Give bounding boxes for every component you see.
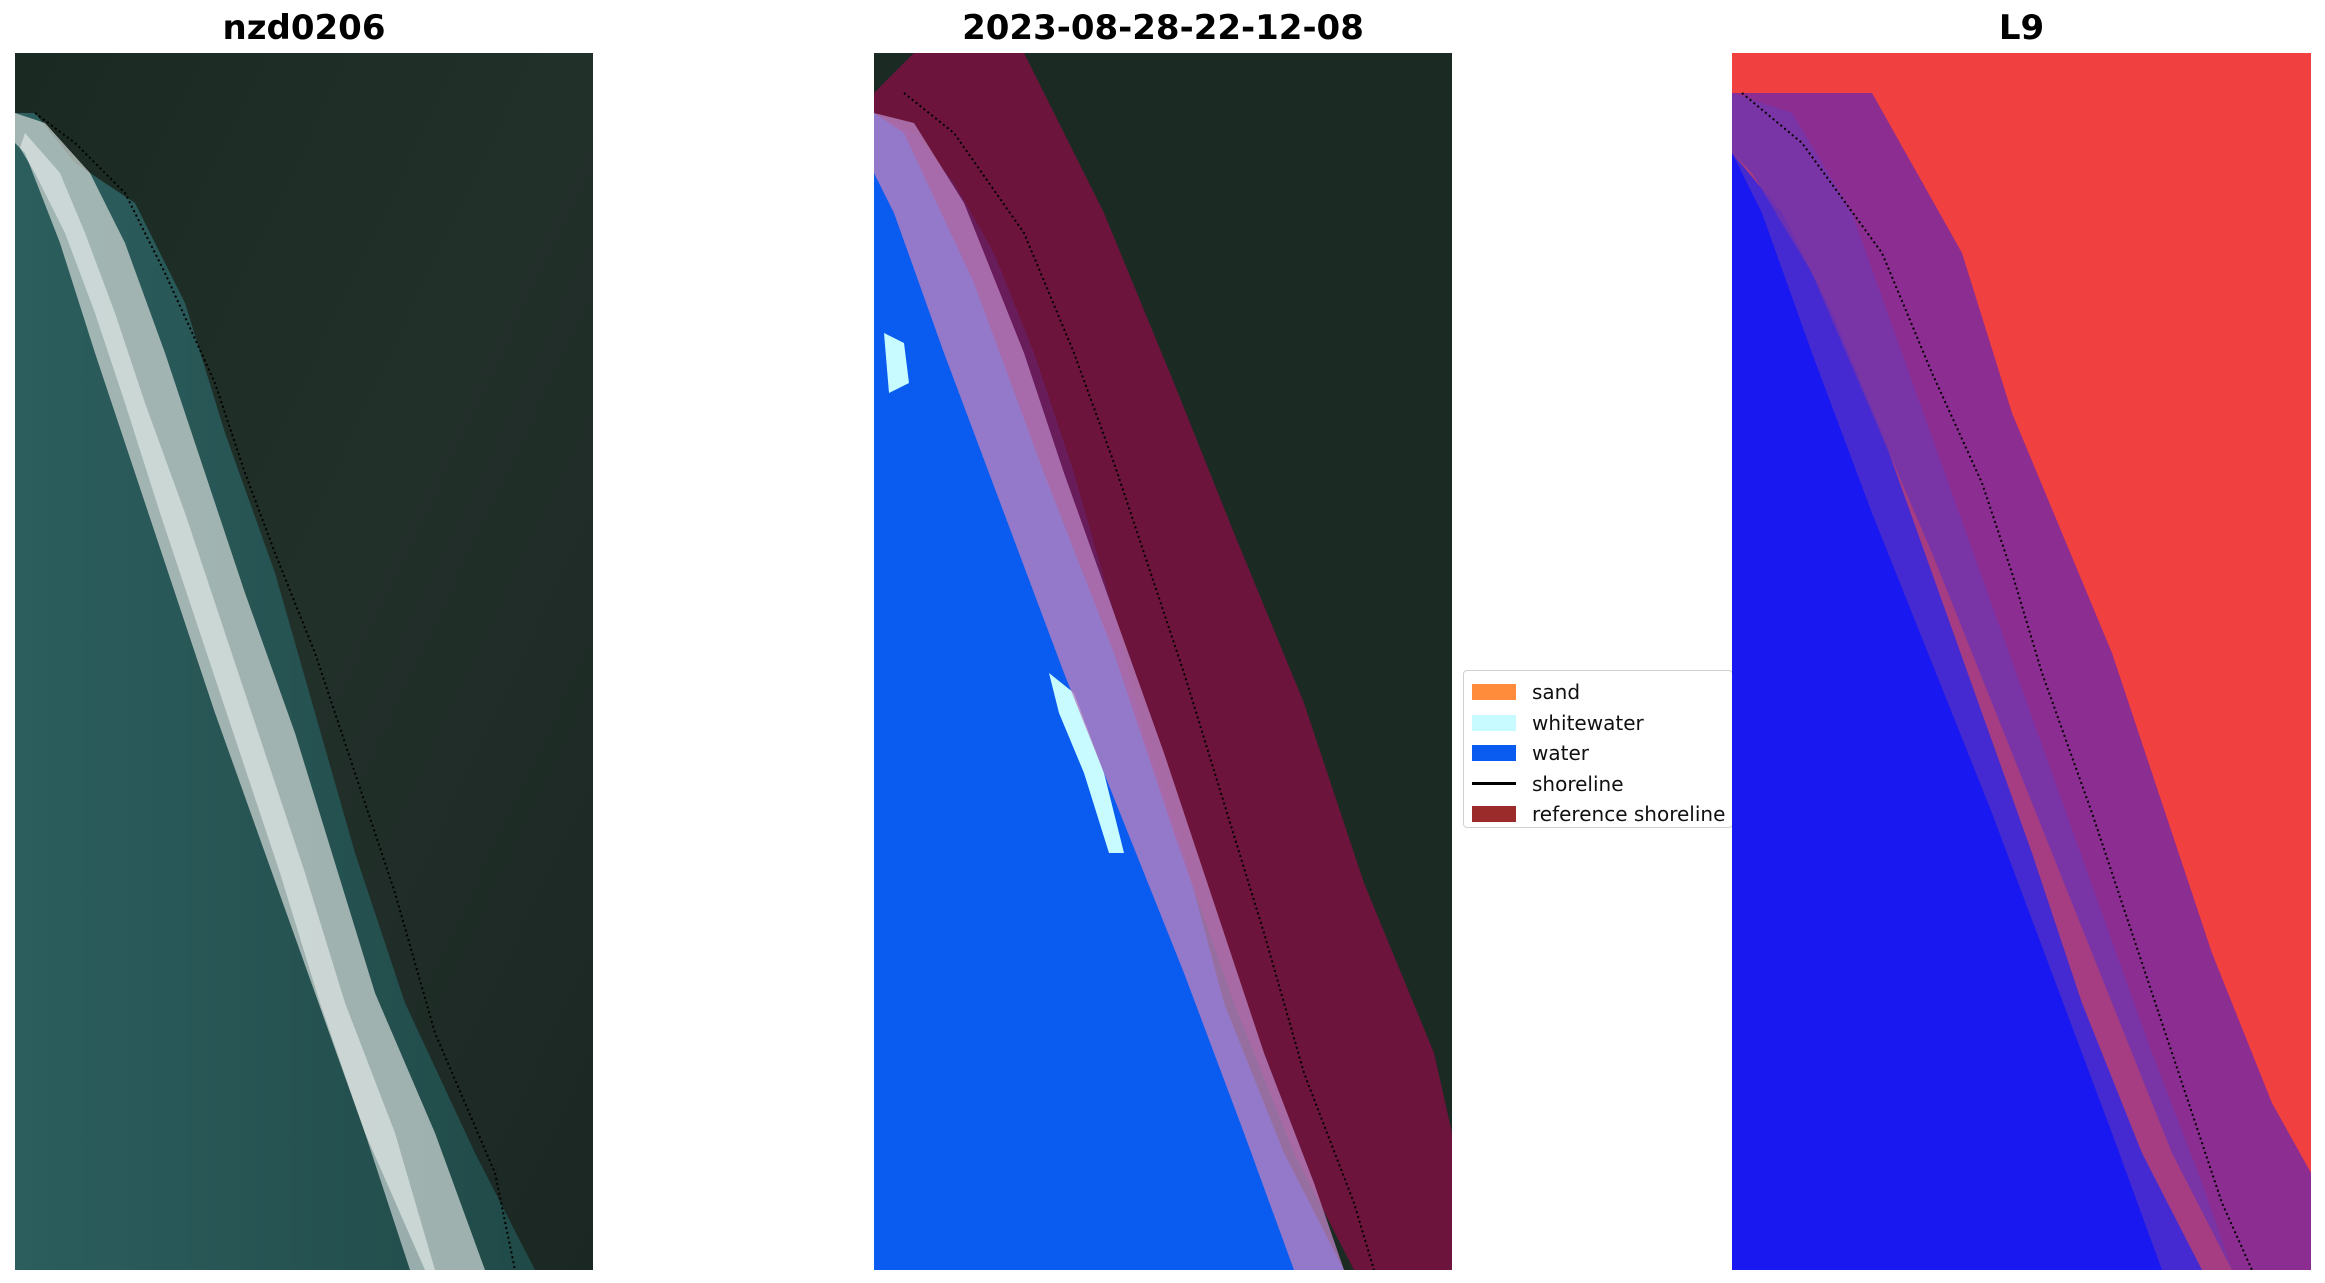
whitewater-class-2 bbox=[884, 333, 909, 393]
surf-zone-inner bbox=[20, 133, 435, 1270]
detected-shoreline bbox=[34, 112, 516, 1270]
legend-item-shoreline: shoreline bbox=[1472, 769, 1732, 800]
water-swatch bbox=[1472, 745, 1516, 762]
whitewater-class bbox=[1049, 673, 1124, 853]
rgb-panel-title: nzd0206 bbox=[222, 8, 386, 48]
reference-shoreline-swatch bbox=[1472, 806, 1516, 823]
legend-label: reference shoreline bbox=[1532, 802, 1726, 827]
index-image bbox=[1732, 53, 2311, 1270]
legend-item-reference-shoreline: reference shoreline bbox=[1472, 799, 1732, 830]
detected-shoreline bbox=[1741, 92, 2253, 1270]
classified-panel-title: 2023-08-28-22-12-08 bbox=[962, 8, 1364, 48]
index-panel-title: L9 bbox=[1998, 8, 2045, 48]
index-overlap bbox=[1732, 93, 2232, 1270]
classified-image bbox=[874, 53, 1452, 1270]
detected-shoreline bbox=[903, 92, 1375, 1270]
legend-label: sand bbox=[1532, 680, 1581, 705]
rgb-satellite-image bbox=[15, 53, 593, 1270]
legend-label: water bbox=[1532, 741, 1589, 766]
whitewater-swatch bbox=[1472, 714, 1516, 731]
legend-item-whitewater: whitewater bbox=[1472, 708, 1732, 739]
legend-label: whitewater bbox=[1532, 710, 1644, 735]
classified-overlap bbox=[874, 113, 1344, 1270]
shoreline-line-icon bbox=[1472, 782, 1516, 786]
legend-item-water: water bbox=[1472, 738, 1732, 769]
legend-item-sand: sand bbox=[1472, 677, 1732, 708]
legend-label: shoreline bbox=[1532, 771, 1624, 796]
legend: sand whitewater water shoreline referenc… bbox=[1463, 670, 1733, 828]
sand-swatch bbox=[1472, 684, 1516, 701]
